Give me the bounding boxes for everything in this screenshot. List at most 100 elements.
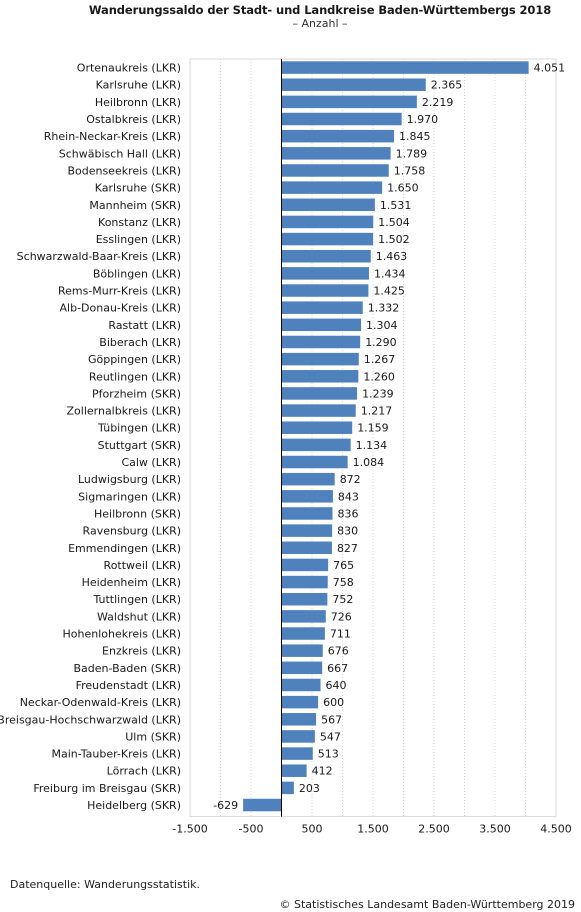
bar <box>281 232 374 246</box>
bar <box>281 661 323 675</box>
category-label: Rhein-Neckar-Kreis (LKR) <box>44 130 181 143</box>
value-label: 1.425 <box>373 285 405 298</box>
value-label: 1.304 <box>366 319 398 332</box>
value-label: 752 <box>332 593 353 606</box>
category-label: Konstanz (LKR) <box>98 216 181 229</box>
bar <box>281 95 417 109</box>
bar <box>281 421 353 434</box>
x-tick-label: -1.500 <box>172 823 207 836</box>
bar <box>243 798 282 812</box>
category-label: Calw (LKR) <box>121 456 181 469</box>
value-label: 726 <box>331 610 352 623</box>
bar <box>281 78 426 91</box>
bar <box>281 575 328 589</box>
category-label: Sigmaringen (LKR) <box>78 490 181 503</box>
value-label: 765 <box>333 559 354 572</box>
bar <box>281 215 374 229</box>
value-label: 1.758 <box>394 164 426 177</box>
bar <box>281 455 348 469</box>
value-label: 711 <box>330 628 351 641</box>
bar <box>281 610 326 623</box>
bar <box>281 387 358 400</box>
category-label: Tuttlingen (LKR) <box>92 593 181 606</box>
category-labels: Ortenaukreis (LKR) Karlsruhe (LKR) Heilbro… <box>0 62 181 812</box>
bar <box>281 352 359 366</box>
bar <box>281 592 328 606</box>
bar <box>281 524 333 537</box>
bar <box>281 301 363 314</box>
value-label: 203 <box>299 782 320 795</box>
value-label: 1.434 <box>374 267 406 280</box>
bar <box>281 541 332 555</box>
category-label: Mannheim (SKR) <box>89 199 181 212</box>
category-label: Heidelberg (SKR) <box>87 799 181 812</box>
category-label: Breisgau-Hochschwarzwald (LKR) <box>0 713 181 726</box>
bar <box>281 404 356 417</box>
value-label: 836 <box>337 507 358 520</box>
category-label: Freudenstadt (LKR) <box>76 679 181 692</box>
category-label: Böblingen (LKR) <box>93 267 181 280</box>
value-label: 1.789 <box>396 147 428 160</box>
value-label: 1.531 <box>380 199 412 212</box>
bar <box>281 678 321 692</box>
x-tick-label: 500 <box>302 823 323 836</box>
category-label: Stuttgart (SKR) <box>98 439 181 452</box>
value-label: 412 <box>312 765 333 778</box>
value-label: 567 <box>321 713 342 726</box>
category-label: Rottweil (LKR) <box>104 559 181 572</box>
value-label: 827 <box>337 542 358 555</box>
value-label: 667 <box>327 662 348 675</box>
bar <box>281 507 333 520</box>
value-label: 1.845 <box>399 130 431 143</box>
category-label: Freiburg im Breisgau (SKR) <box>33 782 181 795</box>
bar <box>281 730 315 743</box>
bar <box>281 318 362 332</box>
bar <box>281 370 359 383</box>
category-label: Bodenseekreis (LKR) <box>67 164 181 177</box>
bar <box>281 267 369 280</box>
bar <box>281 695 319 709</box>
value-label: 758 <box>333 576 354 589</box>
chart-title: Wanderungssaldo der Stadt- und Landkreis… <box>88 3 552 17</box>
bar <box>281 781 294 795</box>
category-label: Karlsruhe (SKR) <box>95 182 181 195</box>
category-label: Ostalbkreis (LKR) <box>86 113 181 126</box>
category-label: Enzkreis (LKR) <box>102 645 181 658</box>
value-label: 1.267 <box>364 353 396 366</box>
category-label: Pforzheim (SKR) <box>92 387 181 400</box>
category-label: Rems-Murr-Kreis (LKR) <box>58 285 181 298</box>
value-label: 1.504 <box>378 216 410 229</box>
category-label: Baden-Baden (SKR) <box>73 662 181 675</box>
category-label: Ravensburg (LKR) <box>83 525 181 538</box>
category-label: Heidenheim (LKR) <box>82 576 181 589</box>
value-label: 2.365 <box>431 79 463 92</box>
copyright-note: © Statistisches Landesamt Baden-Württemb… <box>279 898 575 911</box>
category-label: Biberach (LKR) <box>99 336 181 349</box>
value-label: 1.159 <box>357 422 389 435</box>
value-label: 1.260 <box>363 370 395 383</box>
bar <box>281 713 317 726</box>
x-tick-label: 2.500 <box>418 823 450 836</box>
value-label: 4.051 <box>534 62 566 75</box>
bar <box>281 764 307 777</box>
category-label: Heilbronn (SKR) <box>94 507 181 520</box>
value-label: 830 <box>337 525 358 538</box>
category-label: Hohenlohekreis (LKR) <box>62 628 181 641</box>
x-tick-label: -500 <box>239 823 264 836</box>
category-label: Schwarzwald-Baar-Kreis (LKR) <box>17 250 181 263</box>
value-label: 1.650 <box>387 182 419 195</box>
value-label: 1.502 <box>378 233 410 246</box>
category-label: Zollernalbkreis (LKR) <box>67 405 182 418</box>
bar <box>281 627 325 640</box>
bar <box>281 558 329 572</box>
value-label: 1.463 <box>376 250 408 263</box>
category-label: Rastatt (LKR) <box>108 319 181 332</box>
bar <box>281 490 333 503</box>
x-tick-label: 1.500 <box>357 823 389 836</box>
category-label: Alb-Donau-Kreis (LKR) <box>60 302 182 315</box>
value-label: 600 <box>323 696 344 709</box>
category-label: Tübingen (LKR) <box>97 422 181 435</box>
value-label: 1.290 <box>365 336 397 349</box>
value-label: 640 <box>326 679 347 692</box>
